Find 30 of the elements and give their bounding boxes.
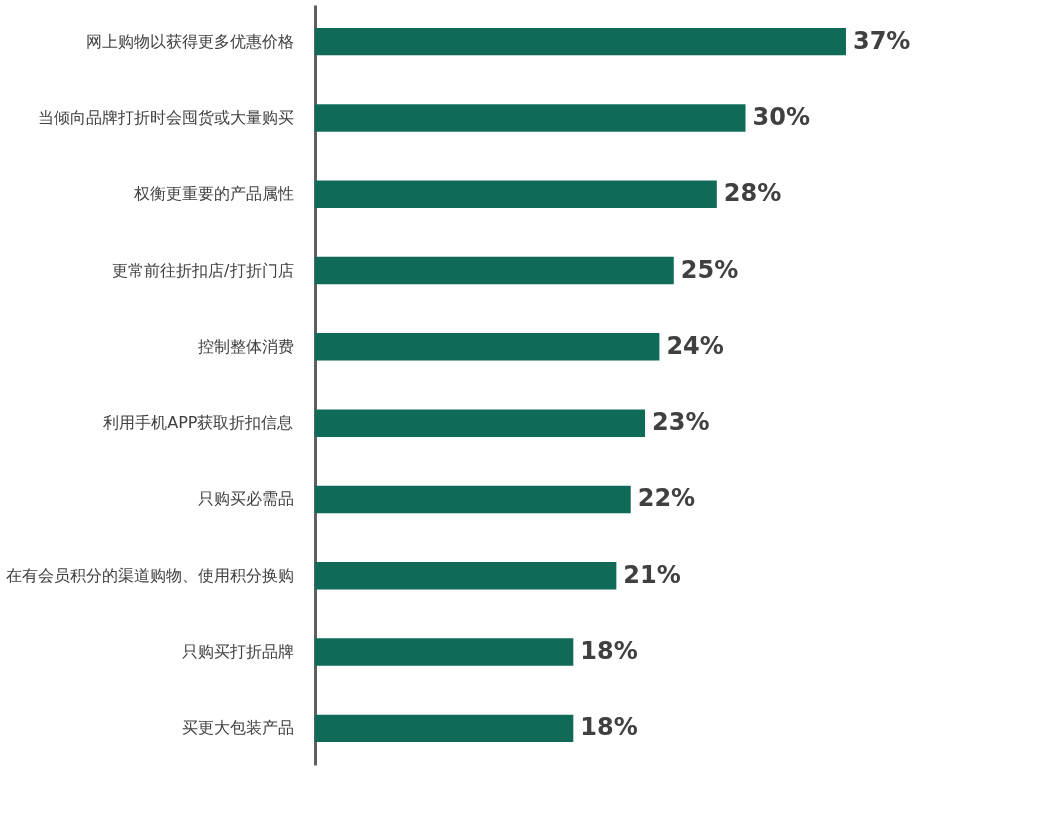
- data-label: 22%: [637, 484, 696, 513]
- bar: [315, 714, 574, 743]
- data-label: 30%: [752, 102, 810, 131]
- bar: [315, 104, 746, 132]
- bar: [315, 485, 631, 514]
- y-tick-label: 只购买必需品: [197, 489, 294, 509]
- data-label: 21%: [623, 560, 681, 589]
- y-tick-label: 只购买打折品牌: [181, 642, 294, 662]
- y-tick-label: 更常前往折扣店/打折门店: [112, 260, 294, 280]
- y-tick-label: 在有会员积分的渠道购物、使用积分换购: [5, 565, 294, 585]
- data-label: 24%: [666, 331, 724, 360]
- y-tick-label: 控制整体消费: [197, 336, 294, 356]
- data-label: 25%: [680, 255, 739, 284]
- y-tick-label: 当倾向品牌打折时会囤货或大量购买: [37, 107, 294, 127]
- bar: [315, 562, 617, 590]
- bar: [315, 27, 846, 56]
- data-label: 28%: [723, 179, 782, 208]
- y-tick-label: 网上购物以获得更多优惠价格: [85, 31, 294, 51]
- y-tick-label: 买更大包装产品: [181, 718, 294, 738]
- bar: [315, 256, 674, 285]
- data-label: 37%: [852, 26, 911, 55]
- data-label: 18%: [580, 713, 638, 742]
- data-label: 23%: [652, 408, 710, 437]
- bar: [315, 333, 660, 361]
- data-label: 18%: [580, 637, 638, 666]
- bar: [315, 409, 646, 437]
- bar: [315, 180, 717, 208]
- y-tick-label: 权衡更重要的产品属性: [132, 184, 294, 204]
- y-tick-label: 利用手机APP获取折扣信息: [103, 413, 294, 433]
- bar: [315, 638, 574, 666]
